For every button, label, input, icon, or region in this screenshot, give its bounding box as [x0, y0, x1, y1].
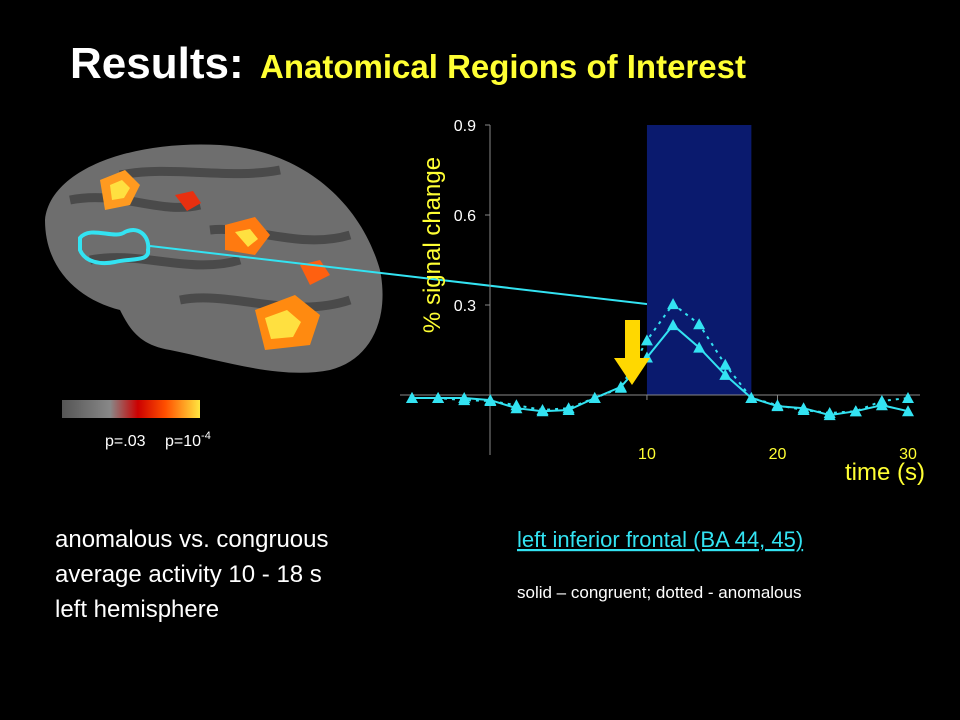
marker: [458, 394, 471, 406]
brain-image: [45, 144, 383, 373]
y-axis-label: % signal change: [419, 157, 446, 333]
chart: 0.3 0.6 0.9 10 20 30: [400, 118, 920, 463]
onset-arrow: [614, 320, 650, 385]
marker: [902, 392, 914, 403]
colorbar-low: p=.03: [105, 433, 146, 450]
series-line: [412, 302, 909, 415]
region-link[interactable]: left inferior frontal (BA 44, 45): [517, 527, 803, 552]
colorbar-high: p=10-4: [165, 430, 211, 450]
marker: [823, 407, 836, 418]
marker: [902, 405, 914, 417]
marker: [745, 392, 758, 403]
marker: [719, 368, 732, 380]
slide-title: Results: Anatomical Regions of Interest: [70, 39, 746, 88]
marker: [510, 399, 523, 411]
colorbar-high-base: p=10: [165, 433, 201, 450]
x-tick-label: 30: [899, 446, 917, 463]
title-lead: Results:: [70, 39, 244, 88]
highlight-band: [646, 125, 752, 395]
marker: [536, 404, 549, 415]
y-tick-label: 0.9: [454, 118, 476, 135]
marker: [797, 404, 810, 415]
note: average activity 10 - 18 s: [55, 561, 322, 588]
marker: [432, 392, 445, 403]
marker: [406, 392, 418, 403]
colorbar-high-exp: -4: [201, 430, 211, 442]
x-axis-label: time (s): [845, 459, 925, 486]
marker: [640, 334, 653, 346]
marker: [667, 298, 680, 310]
marker: [771, 399, 784, 411]
marker: [614, 381, 627, 393]
x-tick-label: 10: [638, 446, 656, 463]
caption: solid – congruent; dotted - anomalous: [517, 583, 801, 602]
marker: [588, 392, 601, 403]
y-tick-label: 0.3: [454, 298, 476, 315]
colorbar: [62, 400, 200, 418]
marker: [849, 405, 862, 417]
marker: [484, 395, 497, 406]
marker: [875, 395, 888, 406]
marker: [667, 319, 680, 331]
marker: [693, 341, 706, 353]
marker: [719, 358, 732, 370]
note: anomalous vs. congruous: [55, 526, 329, 553]
y-tick-label: 0.6: [454, 208, 476, 225]
link-line: [149, 245, 656, 306]
note: left hemisphere: [55, 596, 219, 623]
x-tick-label: 20: [769, 446, 787, 463]
marker: [693, 318, 706, 330]
title-main: Anatomical Regions of Interest: [260, 48, 746, 85]
marker: [562, 402, 575, 414]
